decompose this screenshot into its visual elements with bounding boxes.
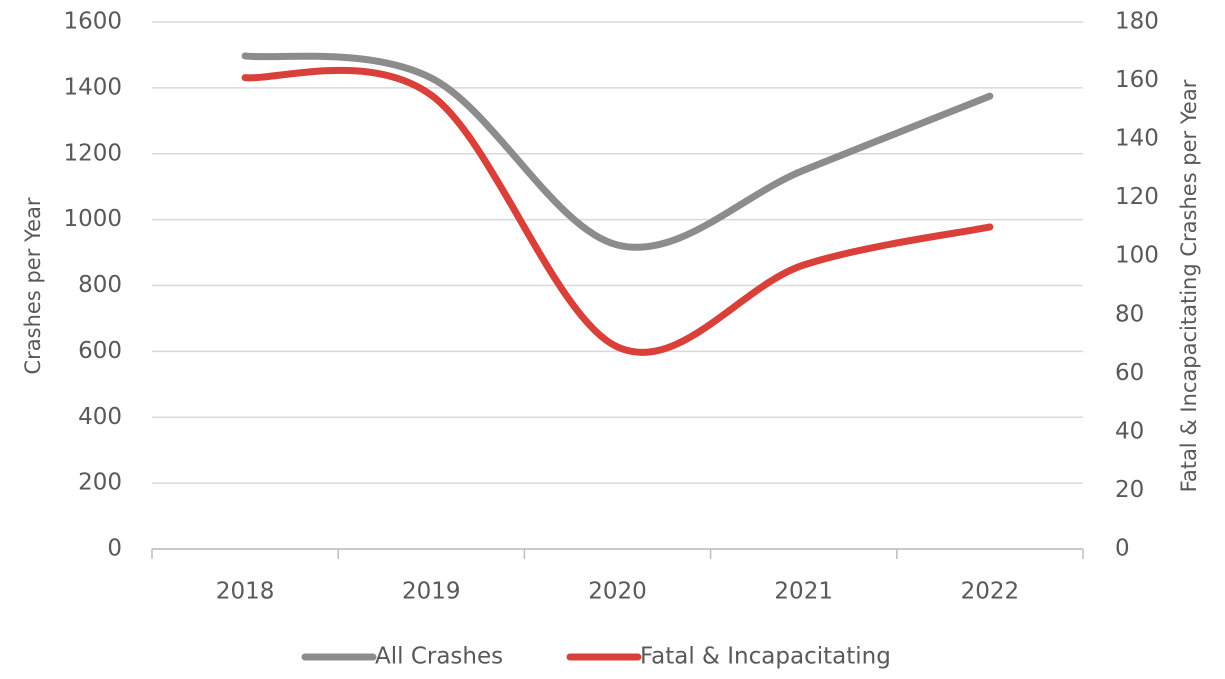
x-tick-label: 2019 [402,579,461,605]
y2-tick-label: 40 [1115,418,1144,444]
y-tick-label: 1400 [63,74,122,100]
y-tick-label: 200 [78,470,122,496]
y-tick-label: 1000 [63,206,122,232]
y2-tick-label: 180 [1115,9,1159,35]
x-tick-label: 2020 [588,579,647,605]
series-line [241,66,994,356]
y2-axis-title: Fatal & Incapacitating Crashes per Year [1177,79,1201,492]
y2-tick-label: 100 [1115,243,1159,269]
y2-tick-label: 120 [1115,184,1159,210]
y2-tick-label: 20 [1115,477,1144,503]
series-line [241,52,994,251]
y2-tick-label: 160 [1115,67,1159,93]
y2-tick-label: 80 [1115,301,1144,327]
y-axis-title: Crashes per Year [21,197,45,374]
y-tick-label: 1600 [63,9,122,35]
x-tick-label: 2018 [216,579,275,605]
y2-tick-label: 0 [1115,536,1130,562]
legend-label: Fatal & Incapacitating [640,644,891,670]
legend-label: All Crashes [375,644,503,670]
y2-tick-label: 60 [1115,360,1144,386]
y2-tick-label: 140 [1115,126,1159,152]
x-tick-label: 2021 [774,579,833,605]
y-tick-label: 800 [78,272,122,298]
x-tick-label: 2022 [961,579,1020,605]
y-tick-label: 400 [78,404,122,430]
y-tick-label: 0 [107,536,122,562]
y-tick-label: 1200 [63,140,122,166]
y-tick-label: 600 [78,338,122,364]
